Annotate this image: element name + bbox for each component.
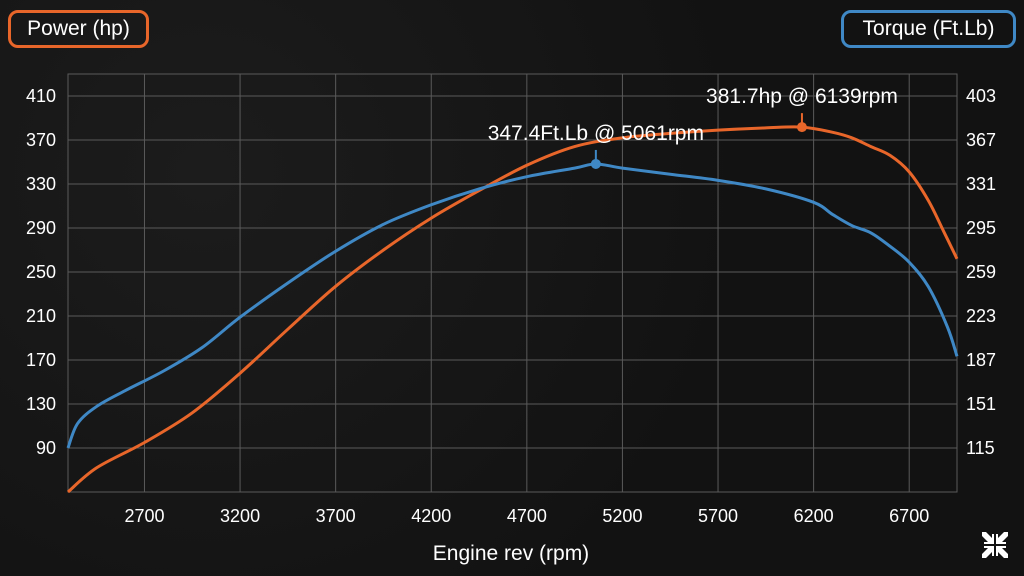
- torque-legend: Torque (Ft.Lb): [841, 10, 1016, 48]
- x-tick-label: 4700: [507, 506, 547, 526]
- x-tick-label: 6200: [794, 506, 834, 526]
- y-left-tick-label: 330: [26, 174, 56, 194]
- y-axis-left-ticks: 90 130 170 210 250 290 330 370 410: [26, 86, 56, 458]
- torque-peak-label: 347.4Ft.Lb @ 5061rpm: [488, 122, 704, 145]
- y-axis-right-ticks: 115 151 187 223 259 295 331 367 403: [966, 86, 996, 458]
- y-right-tick-label: 151: [966, 394, 996, 414]
- y-right-tick-label: 115: [966, 438, 995, 458]
- x-tick-label: 3700: [316, 506, 356, 526]
- y-left-tick-label: 130: [26, 394, 56, 414]
- torque-curve: [66, 162, 959, 449]
- torque-peak-marker: [590, 158, 601, 169]
- x-axis-title: Engine rev (rpm): [433, 542, 589, 565]
- y-right-tick-label: 367: [966, 130, 996, 150]
- x-tick-label: 4200: [411, 506, 451, 526]
- x-tick-label: 3200: [220, 506, 260, 526]
- y-left-tick-label: 370: [26, 130, 56, 150]
- y-right-tick-label: 223: [966, 306, 996, 326]
- torque-legend-label: Torque (Ft.Lb): [862, 17, 995, 40]
- y-left-tick-label: 250: [26, 262, 56, 282]
- power-legend: Power (hp): [8, 10, 149, 48]
- y-left-tick-label: 210: [26, 306, 56, 326]
- y-right-tick-label: 331: [966, 174, 996, 194]
- x-tick-label: 5200: [602, 506, 642, 526]
- y-right-tick-label: 187: [966, 350, 996, 370]
- x-axis-ticks: 2700 3200 3700 4200 4700 5200 5700 6200 6700: [124, 506, 929, 526]
- y-left-tick-label: 410: [26, 86, 56, 106]
- y-right-tick-label: 295: [966, 218, 996, 238]
- x-tick-label: 6700: [889, 506, 929, 526]
- y-left-tick-label: 170: [26, 350, 56, 370]
- series: [66, 125, 959, 494]
- power-peak-marker: [796, 122, 807, 133]
- plot-frame: [67, 73, 958, 493]
- y-left-tick-label: 290: [26, 218, 56, 238]
- y-left-tick-label: 90: [36, 438, 56, 458]
- y-right-tick-label: 403: [966, 86, 996, 106]
- x-tick-label: 2700: [124, 506, 164, 526]
- y-right-tick-label: 259: [966, 262, 996, 282]
- grid: [67, 73, 958, 493]
- x-tick-label: 5700: [698, 506, 738, 526]
- collapse-arrows-icon[interactable]: [980, 530, 1010, 560]
- power-peak-label: 381.7hp @ 6139rpm: [706, 85, 898, 108]
- power-curve: [67, 125, 959, 494]
- power-legend-label: Power (hp): [27, 17, 130, 40]
